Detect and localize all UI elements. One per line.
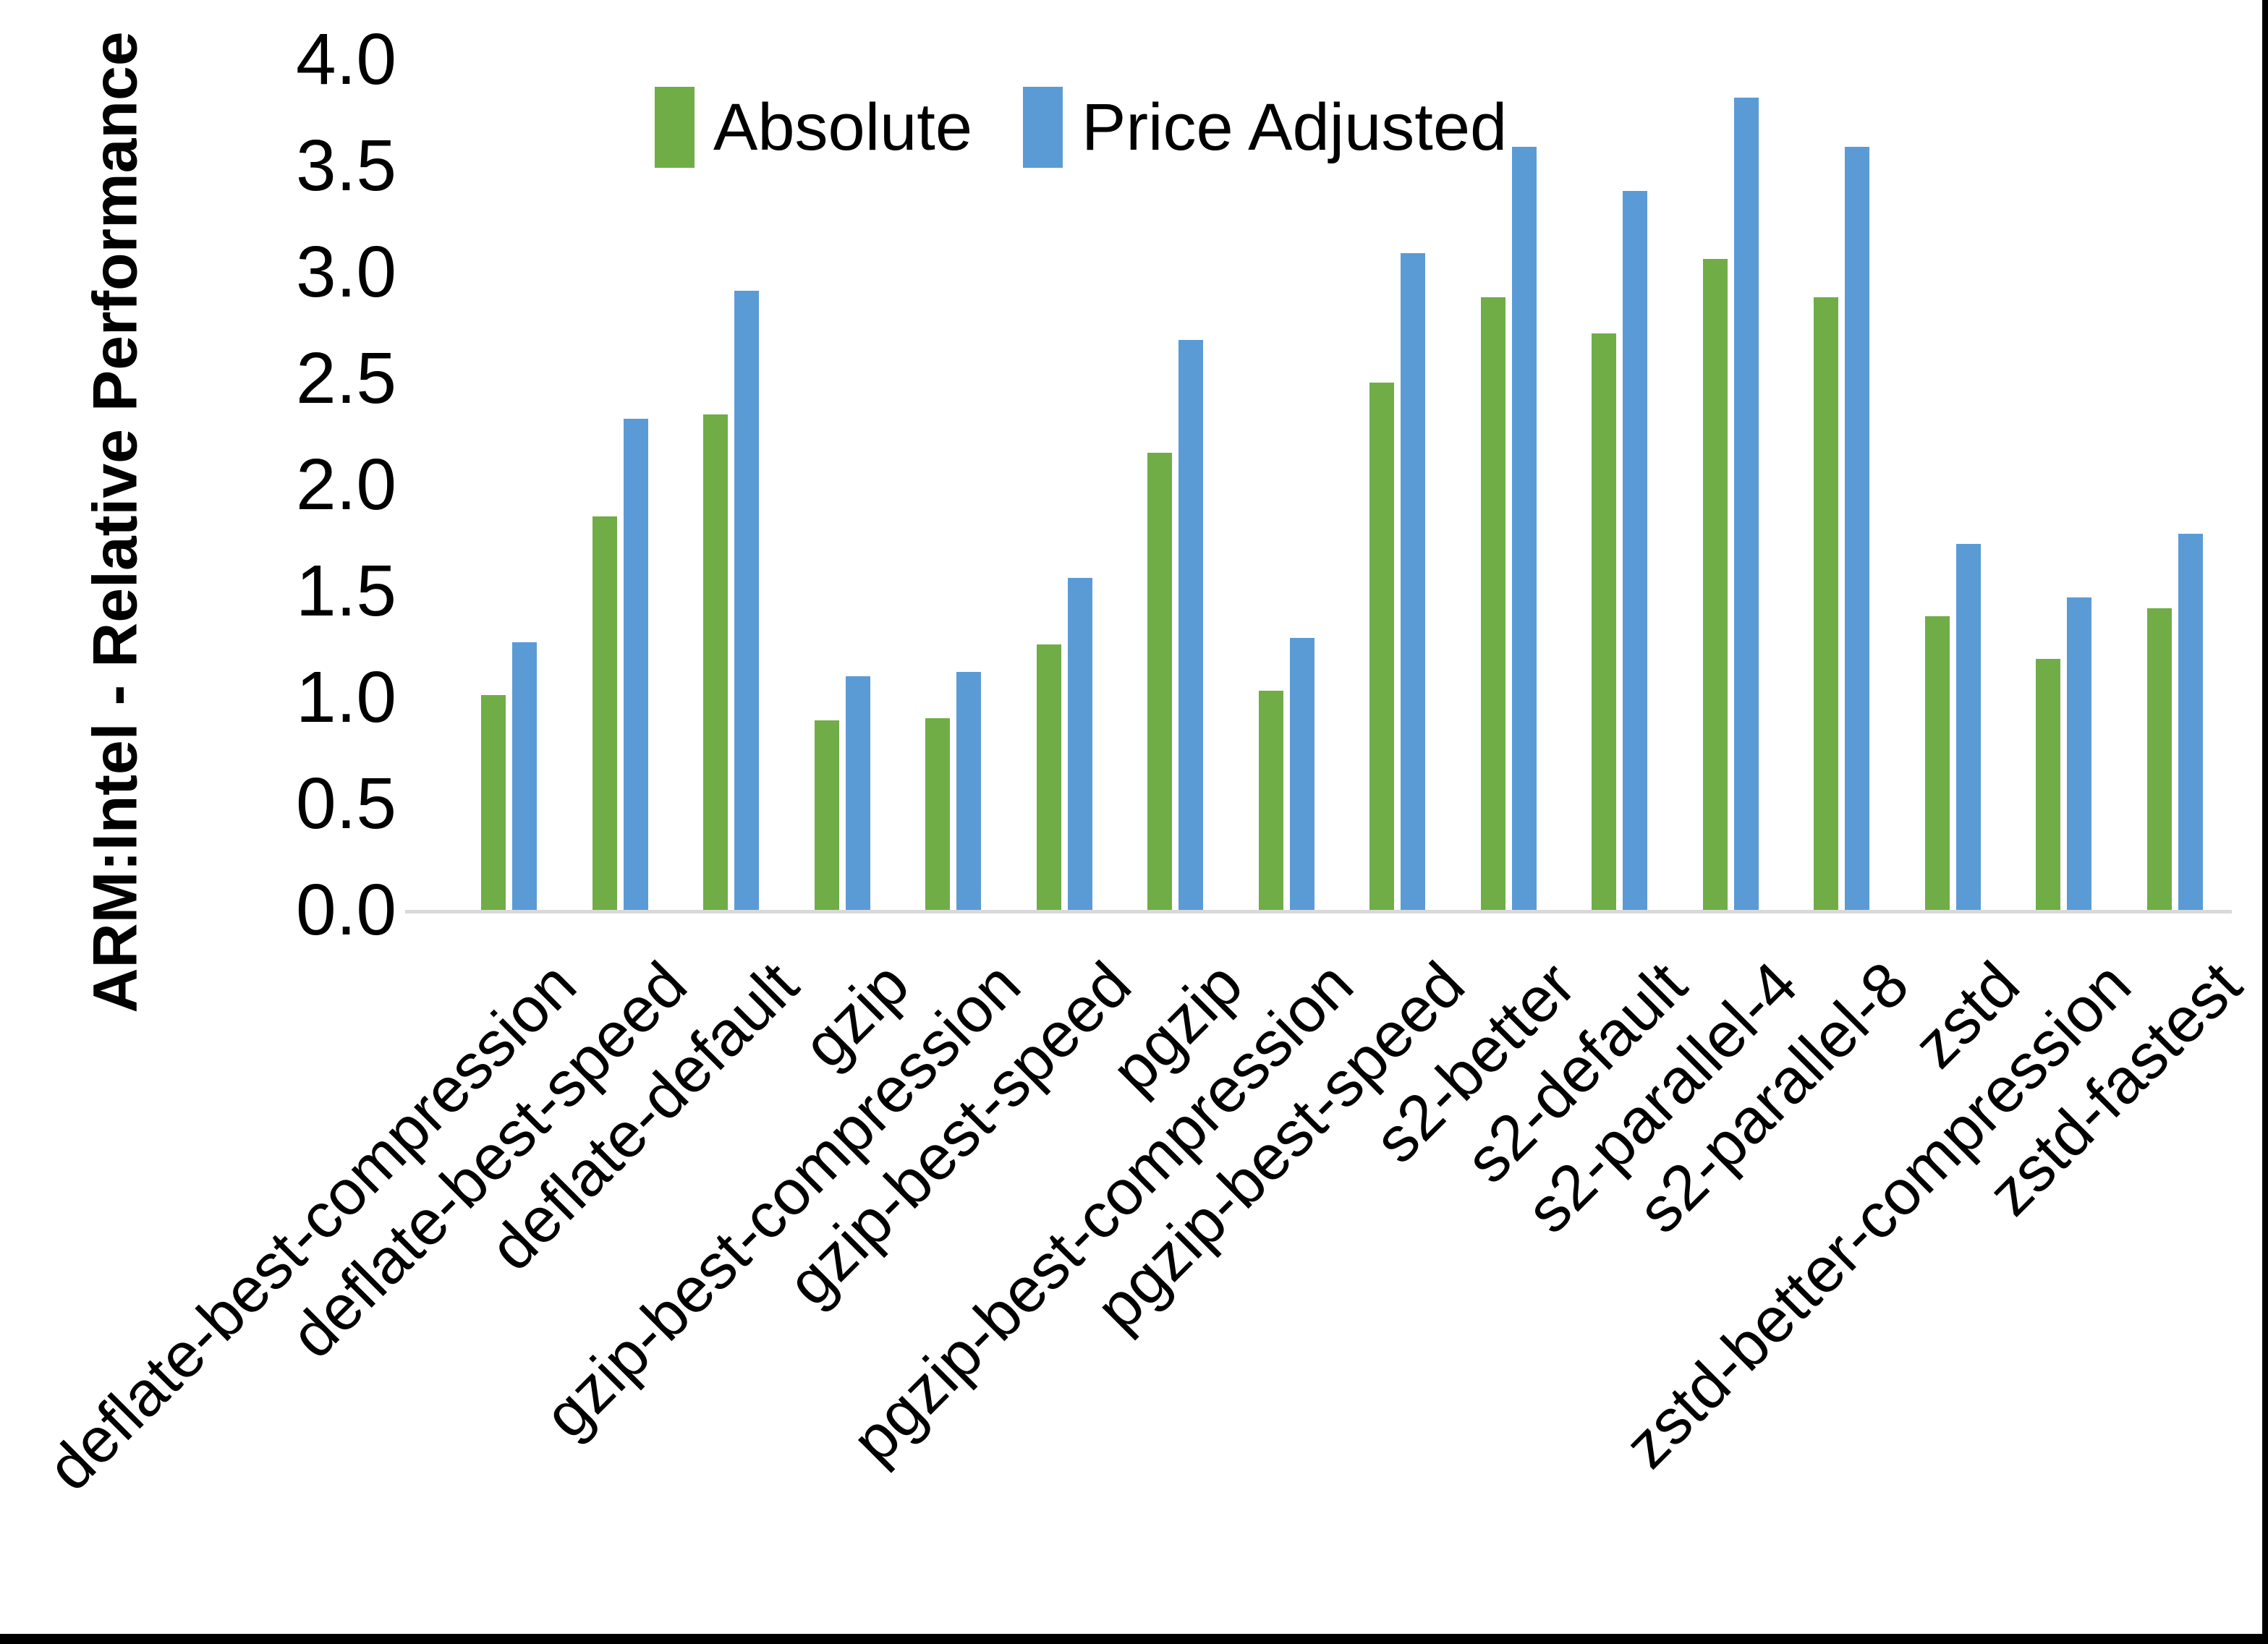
y-axis-tick-label: 3.5 bbox=[295, 125, 396, 206]
screenshot-bottom-edge bbox=[0, 1634, 2268, 1644]
bar-absolute-s2-better bbox=[1480, 297, 1505, 910]
bar-absolute-gzip-best-compression bbox=[925, 718, 950, 910]
bar-price-adjusted-zstd-better-compression bbox=[2067, 597, 2091, 910]
y-axis-tick-label: 4.0 bbox=[295, 19, 396, 100]
bar-price-adjusted-gzip bbox=[845, 676, 870, 910]
bar-price-adjusted-gzip-best-compression bbox=[956, 671, 981, 910]
bar-absolute-gzip-best-speed bbox=[1036, 644, 1061, 910]
y-axis-tick-label: 1.0 bbox=[295, 657, 396, 738]
screenshot-right-edge bbox=[2262, 0, 2268, 1644]
bar-price-adjusted-gzip-best-speed bbox=[1067, 578, 1092, 910]
legend-swatch-absolute bbox=[655, 87, 695, 168]
bar-absolute-deflate-default bbox=[703, 414, 728, 910]
y-axis-tick-label: 2.0 bbox=[295, 444, 396, 525]
legend-label-price-adjusted: Price Adjusted bbox=[1082, 90, 1508, 164]
bar-absolute-pgzip bbox=[1147, 452, 1172, 910]
bar-absolute-pgzip-best-compression bbox=[1258, 691, 1283, 910]
bar-price-adjusted-s2-better bbox=[1511, 146, 1537, 910]
bar-price-adjusted-deflate-default bbox=[734, 291, 759, 910]
bar-absolute-pgzip-best-speed bbox=[1369, 382, 1394, 910]
bar-absolute-deflate-best-speed bbox=[592, 516, 617, 910]
bar-price-adjusted-deflate-best-compression bbox=[512, 642, 537, 910]
bar-price-adjusted-pgzip-best-compression bbox=[1289, 637, 1314, 910]
bar-price-adjusted-deflate-best-speed bbox=[623, 418, 648, 910]
legend-item-absolute: Absolute bbox=[655, 87, 972, 168]
y-axis-tick-label: 3.0 bbox=[295, 231, 396, 312]
y-axis-tick-label: 0.0 bbox=[295, 869, 396, 950]
bar-absolute-gzip bbox=[814, 720, 839, 910]
bar-price-adjusted-zstd-fastest bbox=[2178, 533, 2203, 910]
legend-item-price-adjusted: Price Adjusted bbox=[1023, 87, 1507, 168]
bar-absolute-s2-parallel-4 bbox=[1702, 259, 1728, 910]
bar-price-adjusted-s2-parallel-4 bbox=[1733, 97, 1759, 910]
y-axis-tick-label: 2.5 bbox=[295, 338, 396, 419]
bar-absolute-zstd-better-compression bbox=[2036, 659, 2060, 910]
bar-absolute-s2-parallel-8 bbox=[1814, 297, 1838, 910]
legend-label-absolute: Absolute bbox=[713, 90, 973, 164]
bar-price-adjusted-pgzip-best-speed bbox=[1401, 252, 1425, 910]
bar-price-adjusted-pgzip bbox=[1178, 340, 1203, 910]
bar-absolute-s2-default bbox=[1592, 333, 1616, 910]
bar-absolute-deflate-best-compression bbox=[481, 695, 506, 910]
x-axis-line bbox=[405, 910, 2232, 913]
y-axis-tick-label: 0.5 bbox=[295, 763, 396, 844]
y-axis-tick-label: 1.5 bbox=[295, 550, 396, 631]
bar-price-adjusted-zstd bbox=[1955, 544, 1981, 910]
bar-absolute-zstd bbox=[1924, 616, 1950, 910]
bar-price-adjusted-s2-parallel-8 bbox=[1845, 146, 1869, 910]
bar-absolute-zstd-fastest bbox=[2146, 608, 2172, 910]
legend: Absolute Price Adjusted bbox=[655, 87, 1507, 168]
bar-price-adjusted-s2-default bbox=[1623, 191, 1647, 910]
legend-swatch-price-adjusted bbox=[1023, 87, 1063, 168]
